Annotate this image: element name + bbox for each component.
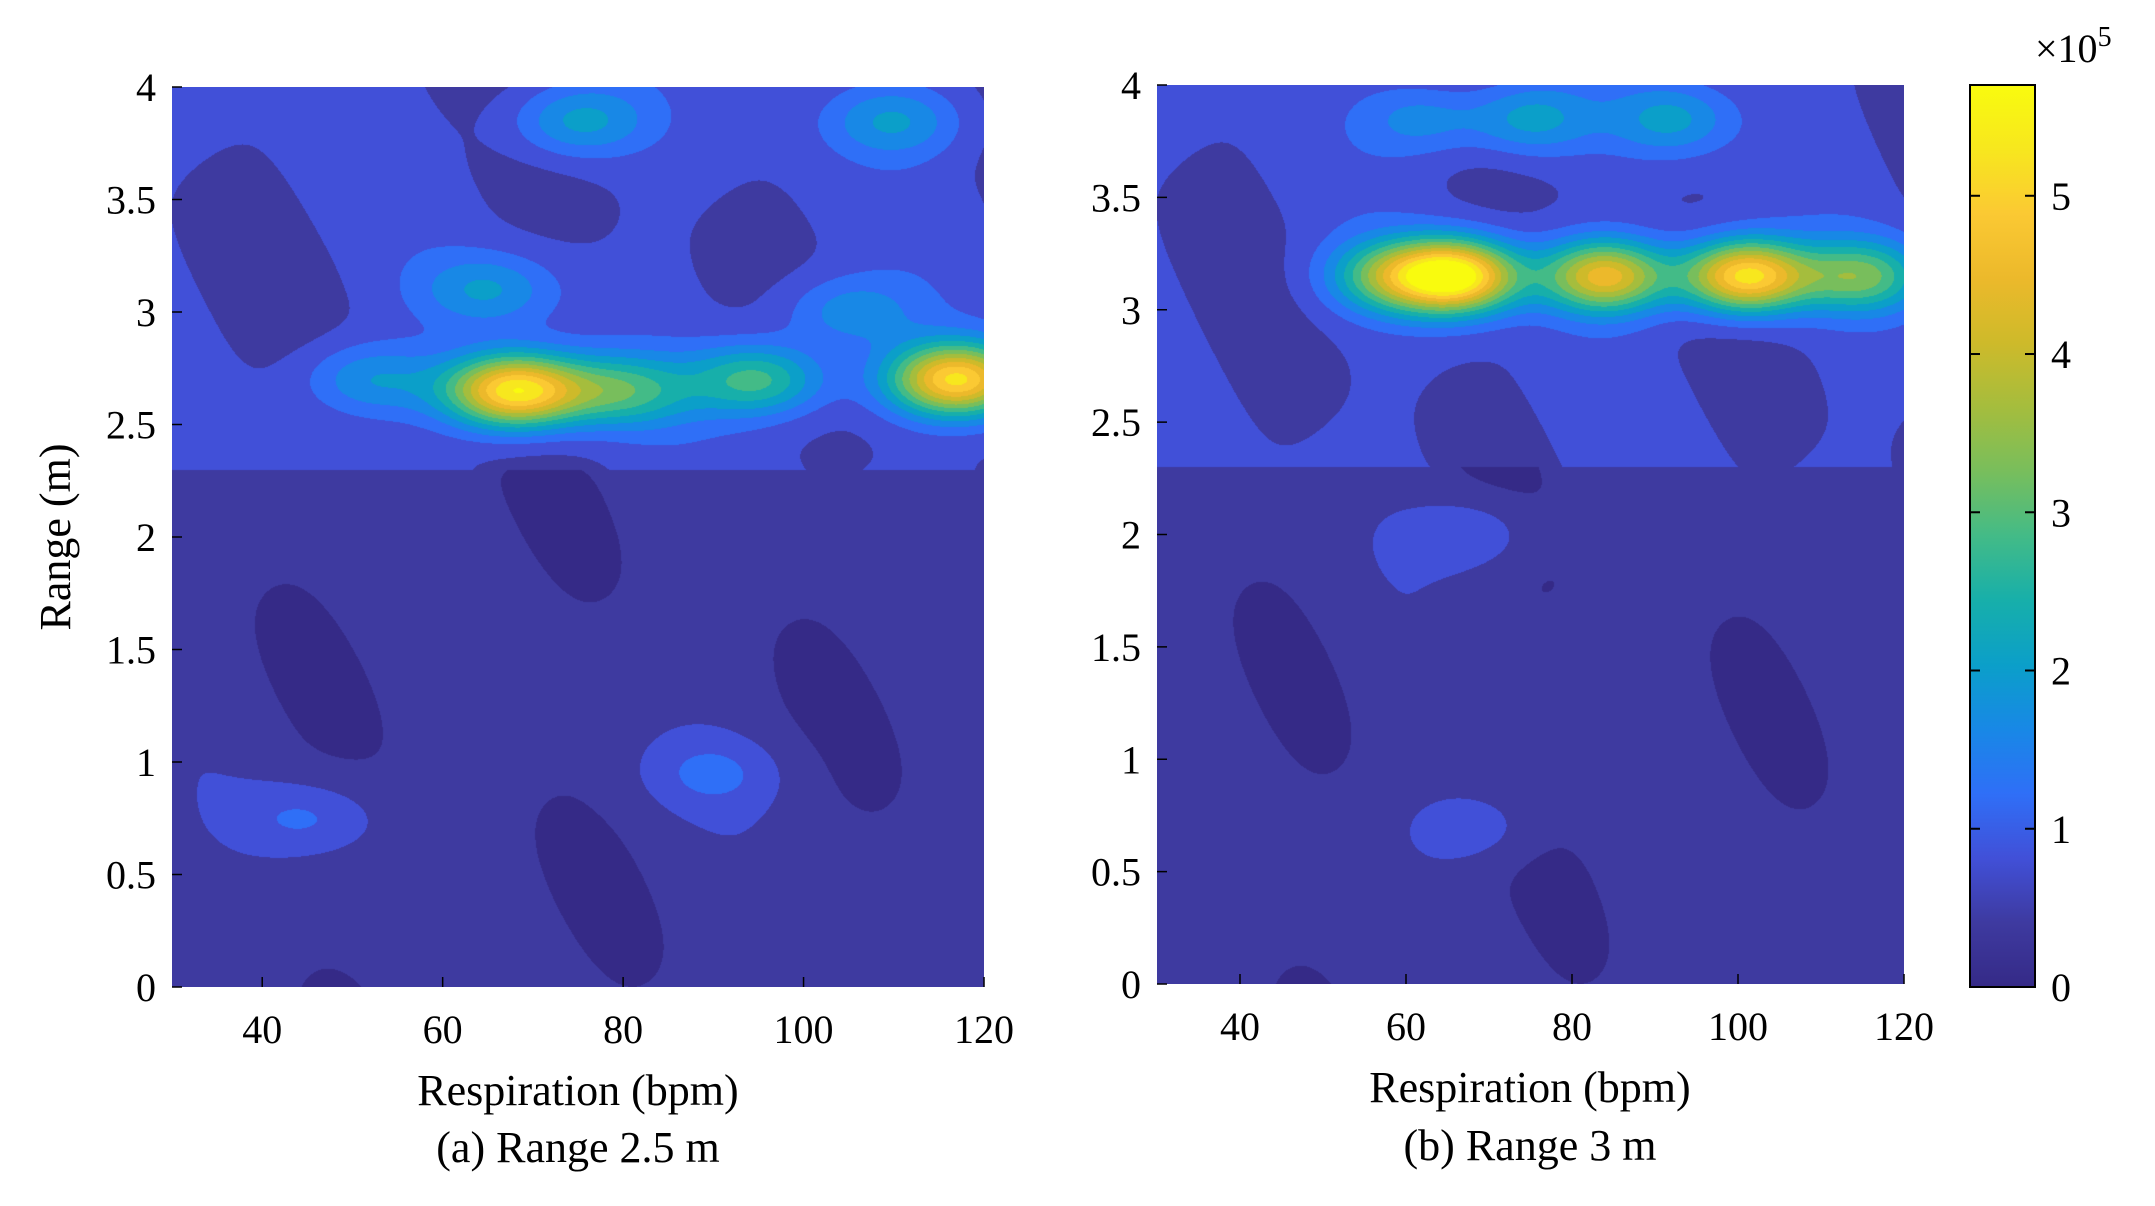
y-tick-label: 2 (136, 515, 156, 560)
y-tick-label: 0 (136, 965, 156, 1010)
colorbar-multiplier-base: ×10 (2035, 26, 2098, 71)
y-tick-label: 3.5 (106, 178, 156, 223)
y-tick-label: 1 (136, 740, 156, 785)
panel-b-axes: 40 60 80 100 120 0 0.5 1 1.5 2 2.5 3 3.5 4 (1091, 63, 1934, 1049)
colorbar-tick-label: 4 (2051, 332, 2071, 377)
y-tick-label: 3.5 (1091, 175, 1141, 220)
x-tick-label: 40 (242, 1007, 282, 1052)
panel-a-axes: 40 60 80 100 120 0 0.5 1 1.5 2 2.5 3 3.5 4 (106, 65, 1014, 1052)
panel-b-heatmap (1157, 85, 1904, 984)
y-tick-label: 0 (1121, 962, 1141, 1007)
x-tick-label: 60 (423, 1007, 463, 1052)
panel-a-caption: (a) Range 2.5 m (436, 1123, 719, 1172)
x-tick-label: 100 (1708, 1004, 1768, 1049)
y-tick-label: 1.5 (1091, 625, 1141, 670)
panel-b-plot-holder (1157, 85, 1904, 984)
y-tick-label: 3 (1121, 288, 1141, 333)
x-tick-label: 80 (1552, 1004, 1592, 1049)
panel-b: 40 60 80 100 120 0 0.5 1 1.5 2 2.5 3 3.5 4 Respiratio… (1091, 63, 1934, 1170)
y-tick-label: 0.5 (1091, 850, 1141, 895)
y-tick-label: 4 (1121, 63, 1141, 108)
colorbar-tick-label: 3 (2051, 490, 2071, 535)
panel-a-y-axis-label: Range (m) (31, 444, 80, 631)
x-tick-label: 40 (1220, 1004, 1260, 1049)
x-tick-label: 100 (774, 1007, 834, 1052)
colorbar-tick-label: 0 (2051, 965, 2071, 1010)
panel-a-heatmap (172, 87, 984, 987)
panel-a-x-axis-label: Respiration (bpm) (417, 1066, 738, 1115)
colorbar-tick-label: 5 (2051, 174, 2071, 219)
y-tick-label: 2.5 (1091, 400, 1141, 445)
colorbar-multiplier: ×105 (2035, 22, 2112, 71)
y-tick-label: 3 (136, 290, 156, 335)
panel-b-caption: (b) Range 3 m (1404, 1121, 1657, 1170)
panel-b-x-axis-label: Respiration (bpm) (1369, 1063, 1690, 1112)
panel-a: 40 60 80 100 120 0 0.5 1 1.5 2 2.5 3 3.5 4 Respiratio… (31, 65, 1014, 1172)
x-tick-label: 80 (603, 1007, 643, 1052)
y-tick-label: 2 (1121, 513, 1141, 558)
colorbar-ticks: 0 1 2 3 4 5 (1970, 174, 2071, 1010)
x-tick-label: 60 (1386, 1004, 1426, 1049)
y-tick-label: 1 (1121, 737, 1141, 782)
x-tick-label: 120 (954, 1007, 1014, 1052)
colorbar-tick-label: 1 (2051, 807, 2071, 852)
x-tick-label: 120 (1874, 1004, 1934, 1049)
colorbar-gradient (1969, 84, 2036, 988)
colorbar-multiplier-exponent: 5 (2098, 22, 2112, 53)
colorbar-tick-label: 2 (2051, 649, 2071, 694)
y-tick-label: 4 (136, 65, 156, 110)
y-tick-label: 1.5 (106, 628, 156, 673)
y-tick-label: 2.5 (106, 403, 156, 448)
panel-a-plot-holder (172, 87, 984, 987)
y-tick-label: 0.5 (106, 853, 156, 898)
